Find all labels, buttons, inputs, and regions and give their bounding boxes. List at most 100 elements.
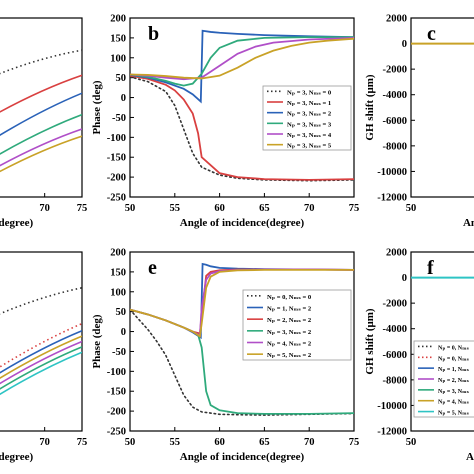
- y-tick-label: -100: [107, 367, 126, 378]
- series-line-0: [0, 287, 82, 315]
- y-tick-label: 200: [110, 14, 126, 25]
- legend-label: Nₚ = 5, Nₘₛ: [438, 411, 469, 417]
- y-tick-label: -10000: [377, 167, 407, 178]
- legend-label: Nₚ = 1, Nₘₛ = 2: [267, 306, 312, 313]
- series-line-2: [0, 92, 82, 137]
- series-line-3: [0, 113, 82, 155]
- x-tick-label: 55: [170, 203, 181, 214]
- x-tick-label: 70: [39, 203, 50, 214]
- y-axis-label: GH shift (μm): [364, 308, 376, 374]
- x-axis-label: (degree): [0, 217, 33, 229]
- y-tick-label: 0: [402, 39, 407, 50]
- x-tick-label: 75: [349, 203, 360, 214]
- x-tick-label: 70: [304, 437, 315, 448]
- panel-letter-c: c: [427, 23, 436, 45]
- legend-label: Nₚ = 0, Nₘₛ = 0: [267, 294, 312, 301]
- y-tick-label: -12000: [377, 193, 407, 204]
- series-line-0: [130, 308, 354, 416]
- y-tick-label: -250: [107, 193, 126, 204]
- y-tick-label: -2000: [383, 65, 408, 76]
- panel-left-bottom: 70 75 (degree): [0, 251, 87, 463]
- y-tick-label: 2000: [386, 248, 407, 259]
- series-line-4: [130, 36, 354, 81]
- legend-label: Nₚ = 2, Nₘₛ: [438, 378, 469, 384]
- legend-label: Nₚ = 3, Nₘₛ = 2: [267, 329, 312, 336]
- series-line-1: [0, 74, 82, 113]
- legend-label: Nₚ = 0, Nₘₛ: [438, 345, 469, 351]
- series-group: [0, 287, 82, 396]
- series-line-5: [130, 37, 354, 80]
- x-tick-label: 50: [125, 203, 136, 214]
- x-axis-label: An: [463, 217, 474, 229]
- y-tick-label: 100: [110, 53, 126, 64]
- legend-label: Nₚ = 3, Nₘₛ = 3: [287, 121, 332, 128]
- legend-label: Nₚ = 3, Nₘₛ = 2: [287, 111, 332, 118]
- legend-label: Nₚ = 3, Nₘₛ = 1: [287, 100, 331, 107]
- plot-frame: [410, 251, 474, 432]
- legend-label: Nₚ = 2, Nₘₛ = 2: [267, 317, 312, 324]
- legend-label: Nₚ = 5, Nₘₛ = 2: [267, 352, 312, 359]
- y-tick-label: -200: [107, 173, 126, 184]
- y-tick-label: -8000: [383, 375, 408, 386]
- y-tick-label: -250: [107, 427, 126, 438]
- y-tick-label: 50: [116, 73, 127, 84]
- legend-label: Nₚ = 0, Nₘₛ: [438, 356, 469, 362]
- y-tick-label: -100: [107, 133, 126, 144]
- series-line-4: [0, 128, 82, 167]
- series-line-2: [0, 330, 82, 374]
- series-line-3: [0, 335, 82, 379]
- series-line-5: [0, 135, 82, 173]
- x-axis-label: Angle of incidence(degree): [180, 217, 305, 229]
- y-tick-label: 150: [110, 267, 126, 278]
- y-tick-label: 50: [116, 307, 127, 318]
- x-tick-label: 60: [214, 203, 225, 214]
- series-line-5: [130, 269, 354, 338]
- y-axis-label: Phase (deg): [91, 80, 103, 134]
- x-tick-label: 60: [214, 437, 225, 448]
- plot-frame: [410, 17, 474, 198]
- series-line-0: [0, 49, 82, 75]
- legend-box: [242, 289, 352, 361]
- legend-label: Nₚ = 4, Nₘₛ = 2: [267, 341, 312, 348]
- series-line-2: [130, 29, 354, 104]
- x-tick-label: 70: [304, 203, 315, 214]
- series-line-1: [0, 322, 82, 368]
- legend-label: Nₚ = 3, Nₘₛ: [438, 389, 469, 395]
- series-line-1: [130, 74, 354, 181]
- y-tick-label: -4000: [383, 324, 408, 335]
- series-group: [130, 262, 354, 416]
- y-tick-label: 0: [121, 93, 126, 104]
- legend: Nₚ = 3, Nₘₛ = 0 Nₚ = 3, Nₘₛ = 1 Nₚ = 3, Nₘ…: [262, 85, 352, 151]
- y-tick-label: -150: [107, 153, 126, 164]
- series-group: [0, 49, 82, 173]
- x-axis-label: Angle of incidence(degree): [180, 451, 305, 463]
- legend-box: [262, 85, 352, 151]
- x-tick-label: 50: [406, 203, 417, 214]
- legend: Nₚ = 0, Nₘₛ = 0 Nₚ = 1, Nₘₛ = 2 Nₚ = 2, Nₘ…: [242, 289, 352, 361]
- y-tick-label: -200: [107, 407, 126, 418]
- x-axis-label: A: [466, 451, 474, 463]
- y-axis-label: GH shift (μm): [364, 74, 376, 140]
- y-tick-label: 150: [110, 33, 126, 44]
- y-tick-label: 0: [121, 327, 126, 338]
- plot-frame: [129, 251, 355, 432]
- y-tick-label: -4000: [383, 90, 408, 101]
- legend-label: Nₚ = 3, Nₘₛ = 0: [287, 89, 332, 96]
- legend-label: Nₚ = 1, Nₘₛ: [438, 367, 469, 373]
- legend-label: Nₚ = 3, Nₘₛ = 4: [287, 132, 332, 139]
- y-tick-label: -6000: [383, 116, 408, 127]
- series-line-3: [130, 36, 354, 87]
- y-tick-label: 0: [402, 273, 407, 284]
- x-tick-label: 50: [406, 437, 417, 448]
- y-tick-label: -6000: [383, 350, 408, 361]
- x-tick-label: 70: [39, 437, 50, 448]
- series-line-6: [0, 351, 82, 396]
- y-tick-label: -2000: [383, 299, 408, 310]
- legend-label: Nₚ = 4, Nₘₛ: [438, 400, 469, 406]
- legend-label: Nₚ = 3, Nₘₛ = 5: [287, 143, 332, 150]
- y-tick-label: -8000: [383, 141, 408, 152]
- x-tick-label: 75: [349, 437, 360, 448]
